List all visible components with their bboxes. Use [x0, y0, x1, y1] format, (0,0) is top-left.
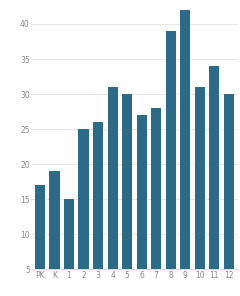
Bar: [224, 94, 234, 296]
Bar: [166, 31, 176, 296]
Bar: [180, 10, 190, 296]
Bar: [78, 129, 89, 296]
Bar: [151, 108, 161, 296]
Bar: [35, 185, 45, 296]
Bar: [209, 66, 219, 296]
Bar: [122, 94, 132, 296]
Bar: [93, 122, 103, 296]
Bar: [195, 87, 205, 296]
Bar: [64, 199, 74, 296]
Bar: [108, 87, 118, 296]
Bar: [137, 115, 147, 296]
Bar: [49, 171, 60, 296]
